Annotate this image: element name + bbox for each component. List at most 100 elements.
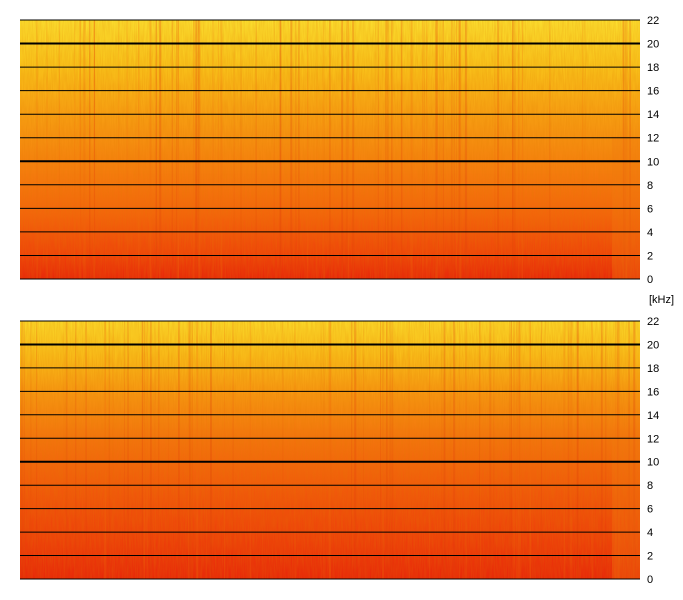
y-tick-label: 2 [647, 251, 653, 263]
spectral-streak [512, 20, 514, 279]
spectral-streak [351, 321, 352, 579]
y-tick-label: 22 [647, 316, 659, 328]
spectral-streak [443, 321, 446, 579]
spectral-streak [150, 321, 152, 579]
spectral-streak [262, 321, 264, 579]
spectral-streak [320, 321, 323, 579]
spectral-streak [104, 321, 107, 579]
spectral-streak [351, 321, 353, 579]
spectral-streak [479, 321, 480, 579]
spectral-streak [178, 321, 180, 579]
spectral-streak [279, 20, 282, 279]
spectral-streak [500, 20, 503, 279]
spectral-streak [328, 321, 331, 579]
spectral-streak [154, 321, 156, 579]
spectral-streak [629, 20, 631, 279]
spectral-streak [354, 321, 357, 579]
spectral-streak [171, 20, 173, 279]
spectral-streak [210, 321, 212, 579]
spectral-streak [329, 321, 332, 579]
spectral-streak [63, 321, 65, 579]
spectral-streak [232, 321, 234, 579]
spectral-streak [449, 321, 452, 579]
y-tick-label: 18 [647, 62, 659, 74]
spectral-streak [439, 20, 441, 279]
spectral-streak [510, 321, 512, 579]
spectral-streak [519, 321, 520, 579]
spectral-streak [155, 20, 157, 279]
spectral-streak [489, 321, 492, 579]
spectral-streak [135, 20, 137, 279]
spectral-streak [515, 321, 518, 579]
spectral-streak [36, 321, 38, 579]
spectral-streak [159, 20, 162, 279]
spectral-streak [385, 20, 386, 279]
spectral-streak [138, 20, 140, 279]
spectral-streak [625, 20, 628, 279]
spectral-streak [141, 321, 143, 579]
spectral-streak [127, 321, 129, 579]
spectral-streak [198, 20, 201, 279]
spectral-streak [426, 20, 428, 279]
spectral-streak [83, 20, 86, 279]
spectral-streak [124, 321, 125, 579]
spectral-streak [459, 321, 461, 579]
spectral-streak [168, 321, 169, 579]
spectral-streak [233, 20, 235, 279]
spectral-streak [380, 321, 381, 579]
spectral-streak [198, 20, 200, 279]
spectral-streak [386, 321, 388, 579]
spectral-streak [513, 20, 516, 279]
spectral-streak [540, 321, 542, 579]
spectral-streak [89, 20, 91, 279]
spectral-streak [196, 321, 199, 579]
spectral-streak [497, 20, 500, 279]
spectral-streak [80, 20, 81, 279]
spectral-streak [190, 321, 193, 579]
spectral-streak [323, 321, 325, 579]
spectral-streak [197, 20, 199, 279]
spectral-streak [401, 20, 403, 279]
y-tick-label: 8 [647, 480, 653, 492]
spectral-streak [347, 20, 350, 279]
spectral-streak [191, 321, 193, 579]
spectral-streak [189, 321, 191, 579]
spectral-streak [628, 321, 630, 579]
spectral-streak [358, 321, 360, 579]
spectral-streak [195, 20, 198, 279]
spectral-streak [158, 321, 160, 579]
y-tick-label: 10 [647, 457, 659, 469]
spectral-streak [422, 20, 424, 279]
spectral-streak [188, 321, 190, 579]
y-tick-label: 14 [647, 410, 659, 422]
spectral-streak [108, 321, 111, 579]
spectral-streak [190, 321, 192, 579]
spectral-streak [65, 321, 68, 579]
spectral-streak [441, 321, 443, 579]
spectral-streak [146, 321, 148, 579]
y-tick-label: 12 [647, 133, 659, 145]
spectral-streak [391, 321, 392, 579]
spectral-streak [290, 20, 293, 279]
spectral-streak [624, 20, 626, 279]
y-tick-label: 12 [647, 433, 659, 445]
spectral-streak [633, 321, 636, 579]
spectral-streak [345, 20, 348, 279]
spectral-streak [85, 321, 87, 579]
spectral-streak [279, 20, 282, 279]
spectrogram-noise [20, 321, 640, 579]
spectral-streak [581, 20, 584, 279]
spectral-streak [435, 20, 437, 279]
spectral-streak [436, 20, 438, 279]
spectral-streak [569, 321, 572, 579]
y-tick-label: 0 [647, 274, 653, 286]
spectral-streak [400, 20, 402, 279]
spectral-streak [480, 321, 481, 579]
spectral-streak [464, 20, 468, 279]
spectral-streak [36, 20, 38, 279]
spectral-streak [273, 20, 275, 279]
spectral-streak [512, 20, 514, 279]
spectral-streak [563, 321, 566, 579]
spectral-streak [513, 321, 515, 579]
